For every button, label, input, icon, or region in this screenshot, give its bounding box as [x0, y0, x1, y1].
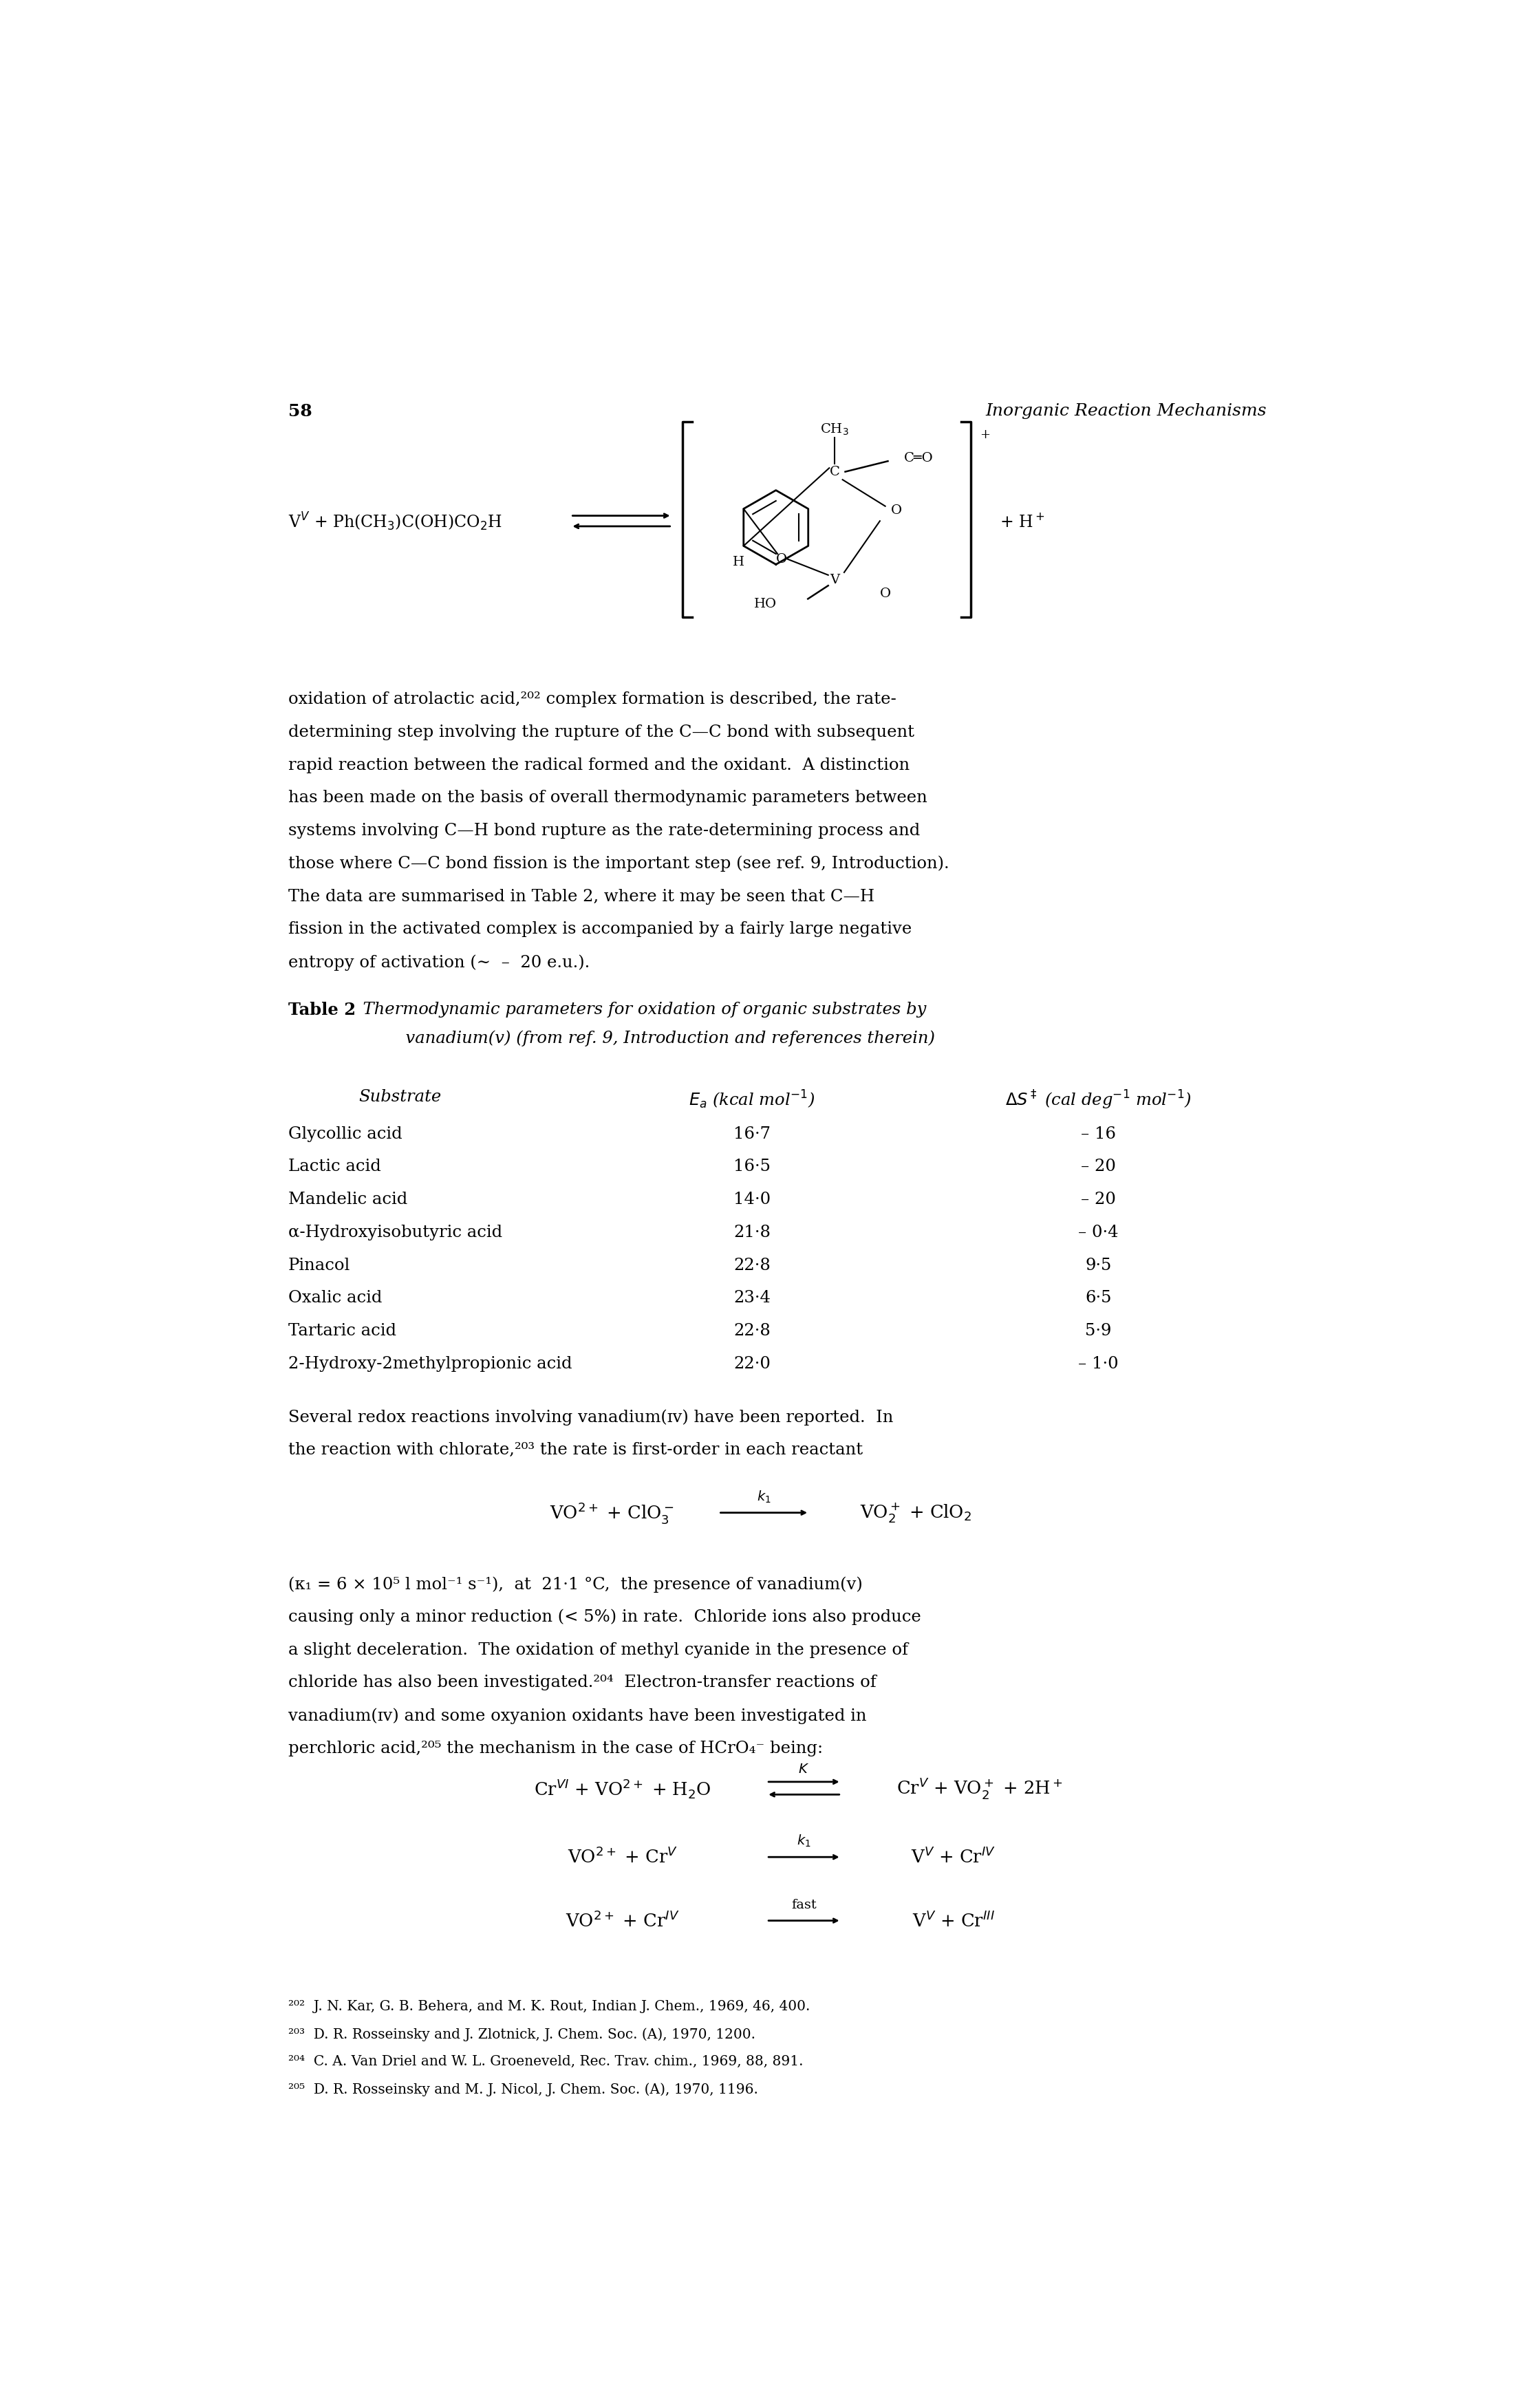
Text: 2-Hydroxy-2methylpropionic acid: 2-Hydroxy-2methylpropionic acid — [288, 1356, 571, 1373]
Text: fission in the activated complex is accompanied by a fairly large negative: fission in the activated complex is acco… — [288, 922, 912, 937]
Text: – 20: – 20 — [1082, 1158, 1117, 1175]
Text: 58: 58 — [288, 402, 312, 419]
Text: 6·5: 6·5 — [1085, 1291, 1112, 1305]
Text: causing only a minor reduction (< 5%) in rate.  Chloride ions also produce: causing only a minor reduction (< 5%) in… — [288, 1609, 921, 1625]
Text: systems involving C—H bond rupture as the rate-determining process and: systems involving C—H bond rupture as th… — [288, 824, 920, 838]
Text: chloride has also been investigated.²⁰⁴  Electron-transfer reactions of: chloride has also been investigated.²⁰⁴ … — [288, 1676, 876, 1690]
Text: $K$: $K$ — [798, 1763, 809, 1775]
Text: vanadium(v) (from ref. 9, Introduction and references therein): vanadium(v) (from ref. 9, Introduction a… — [351, 1031, 935, 1047]
Text: 21·8: 21·8 — [733, 1226, 771, 1240]
Text: Pinacol: Pinacol — [288, 1257, 350, 1274]
Text: determining step involving the rupture of the C—C bond with subsequent: determining step involving the rupture o… — [288, 725, 914, 739]
Text: fast: fast — [791, 1898, 817, 1912]
Text: H: H — [733, 556, 744, 568]
Text: Mandelic acid: Mandelic acid — [288, 1192, 408, 1206]
Text: Cr$^V$ + VO$_2^+$ + 2H$^+$: Cr$^V$ + VO$_2^+$ + 2H$^+$ — [897, 1775, 1064, 1801]
Text: V$^V$ + Cr$^{III}$: V$^V$ + Cr$^{III}$ — [912, 1912, 994, 1931]
Text: vanadium(ɪv) and some oxyanion oxidants have been investigated in: vanadium(ɪv) and some oxyanion oxidants … — [288, 1707, 867, 1724]
Text: $\Delta S^\ddagger$ (cal deg$^{-1}$ mol$^{-1}$): $\Delta S^\ddagger$ (cal deg$^{-1}$ mol$… — [1006, 1088, 1192, 1110]
Text: ²⁰⁵  D. R. Rosseinsky and M. J. Nicol, J. Chem. Soc. (A), 1970, 1196.: ²⁰⁵ D. R. Rosseinsky and M. J. Nicol, J.… — [288, 2083, 758, 2097]
Text: VO$^{2+}$ + Cr$^{IV}$: VO$^{2+}$ + Cr$^{IV}$ — [565, 1912, 680, 1931]
Text: C═O: C═O — [904, 453, 933, 465]
Text: The data are summarised in Table 2, where it may be seen that C—H: The data are summarised in Table 2, wher… — [288, 889, 874, 905]
Text: – 16: – 16 — [1080, 1127, 1117, 1141]
Text: $k_1$: $k_1$ — [797, 1832, 811, 1849]
Text: ²⁰⁴  C. A. Van Driel and W. L. Groeneveld, Rec. Trav. chim., 1969, 88, 891.: ²⁰⁴ C. A. Van Driel and W. L. Groeneveld… — [288, 2054, 803, 2068]
Text: 23·4: 23·4 — [733, 1291, 771, 1305]
Text: 9·5: 9·5 — [1085, 1257, 1112, 1274]
Text: +: + — [980, 429, 991, 441]
Text: CH$_3$: CH$_3$ — [820, 421, 848, 436]
Text: Thermodynamic parameters for oxidation of organic substrates by: Thermodynamic parameters for oxidation o… — [351, 1002, 926, 1016]
Text: HO: HO — [754, 597, 777, 609]
Text: O: O — [776, 554, 786, 566]
Text: (κ₁ = 6 × 10⁵ l mol⁻¹ s⁻¹),  at  21·1 °C,  the presence of vanadium(v): (κ₁ = 6 × 10⁵ l mol⁻¹ s⁻¹), at 21·1 °C, … — [288, 1577, 862, 1592]
Text: C: C — [829, 465, 839, 477]
Text: 16·7: 16·7 — [733, 1127, 771, 1141]
Text: 16·5: 16·5 — [733, 1158, 771, 1175]
Text: entropy of activation (∼  –  20 e.u.).: entropy of activation (∼ – 20 e.u.). — [288, 954, 589, 970]
Text: ²⁰³  D. R. Rosseinsky and J. Zlotnick, J. Chem. Soc. (A), 1970, 1200.: ²⁰³ D. R. Rosseinsky and J. Zlotnick, J.… — [288, 2028, 754, 2042]
Text: $k_1$: $k_1$ — [758, 1488, 771, 1505]
Text: Glycollic acid: Glycollic acid — [288, 1127, 401, 1141]
Text: a slight deceleration.  The oxidation of methyl cyanide in the presence of: a slight deceleration. The oxidation of … — [288, 1642, 907, 1657]
Text: $E_a$ (kcal mol$^{-1}$): $E_a$ (kcal mol$^{-1}$) — [689, 1088, 815, 1110]
Text: V$^V$ + Cr$^{IV}$: V$^V$ + Cr$^{IV}$ — [911, 1847, 995, 1866]
Text: 22·8: 22·8 — [733, 1257, 771, 1274]
Text: 22·0: 22·0 — [733, 1356, 771, 1373]
Text: Several redox reactions involving vanadium(ɪv) have been reported.  In: Several redox reactions involving vanadi… — [288, 1409, 892, 1426]
Text: Lactic acid: Lactic acid — [288, 1158, 380, 1175]
Text: V: V — [830, 573, 839, 588]
Text: ²⁰²  J. N. Kar, G. B. Behera, and M. K. Rout, Indian J. Chem., 1969, 46, 400.: ²⁰² J. N. Kar, G. B. Behera, and M. K. R… — [288, 2001, 811, 2013]
Text: Cr$^{VI}$ + VO$^{2+}$ + H$_2$O: Cr$^{VI}$ + VO$^{2+}$ + H$_2$O — [533, 1777, 711, 1799]
Text: – 0·4: – 0·4 — [1079, 1226, 1118, 1240]
Text: oxidation of atrolactic acid,²⁰² complex formation is described, the rate-: oxidation of atrolactic acid,²⁰² complex… — [288, 691, 897, 708]
Text: – 20: – 20 — [1082, 1192, 1117, 1206]
Text: Inorganic Reaction Mechanisms: Inorganic Reaction Mechanisms — [985, 402, 1267, 419]
Text: Table 2: Table 2 — [288, 1002, 356, 1019]
Text: VO$^{2+}$ + ClO$_3^-$: VO$^{2+}$ + ClO$_3^-$ — [550, 1500, 674, 1524]
Text: Substrate: Substrate — [359, 1088, 441, 1105]
Text: 5·9: 5·9 — [1085, 1322, 1112, 1339]
Text: O: O — [891, 503, 901, 518]
Text: V$^V$ + Ph(CH$_3$)C(OH)CO$_2$H: V$^V$ + Ph(CH$_3$)C(OH)CO$_2$H — [288, 510, 501, 532]
Text: VO$_2^+$ + ClO$_2$: VO$_2^+$ + ClO$_2$ — [861, 1500, 971, 1524]
Text: the reaction with chlorate,²⁰³ the rate is first-order in each reactant: the reaction with chlorate,²⁰³ the rate … — [288, 1442, 862, 1459]
Text: VO$^{2+}$ + Cr$^V$: VO$^{2+}$ + Cr$^V$ — [568, 1847, 677, 1866]
Text: – 1·0: – 1·0 — [1079, 1356, 1118, 1373]
Text: O: O — [880, 588, 891, 600]
Text: perchloric acid,²⁰⁵ the mechanism in the case of HCrO₄⁻ being:: perchloric acid,²⁰⁵ the mechanism in the… — [288, 1741, 823, 1755]
Text: rapid reaction between the radical formed and the oxidant.  A distinction: rapid reaction between the radical forme… — [288, 756, 909, 773]
Text: α-Hydroxyisobutyric acid: α-Hydroxyisobutyric acid — [288, 1226, 501, 1240]
Text: 14·0: 14·0 — [733, 1192, 771, 1206]
Text: Tartaric acid: Tartaric acid — [288, 1322, 395, 1339]
Text: has been made on the basis of overall thermodynamic parameters between: has been made on the basis of overall th… — [288, 790, 927, 807]
Text: those where C—C bond fission is the important step (see ref. 9, Introduction).: those where C—C bond fission is the impo… — [288, 855, 948, 872]
Text: Oxalic acid: Oxalic acid — [288, 1291, 382, 1305]
Text: 22·8: 22·8 — [733, 1322, 771, 1339]
Text: + H$^+$: + H$^+$ — [1000, 513, 1045, 530]
